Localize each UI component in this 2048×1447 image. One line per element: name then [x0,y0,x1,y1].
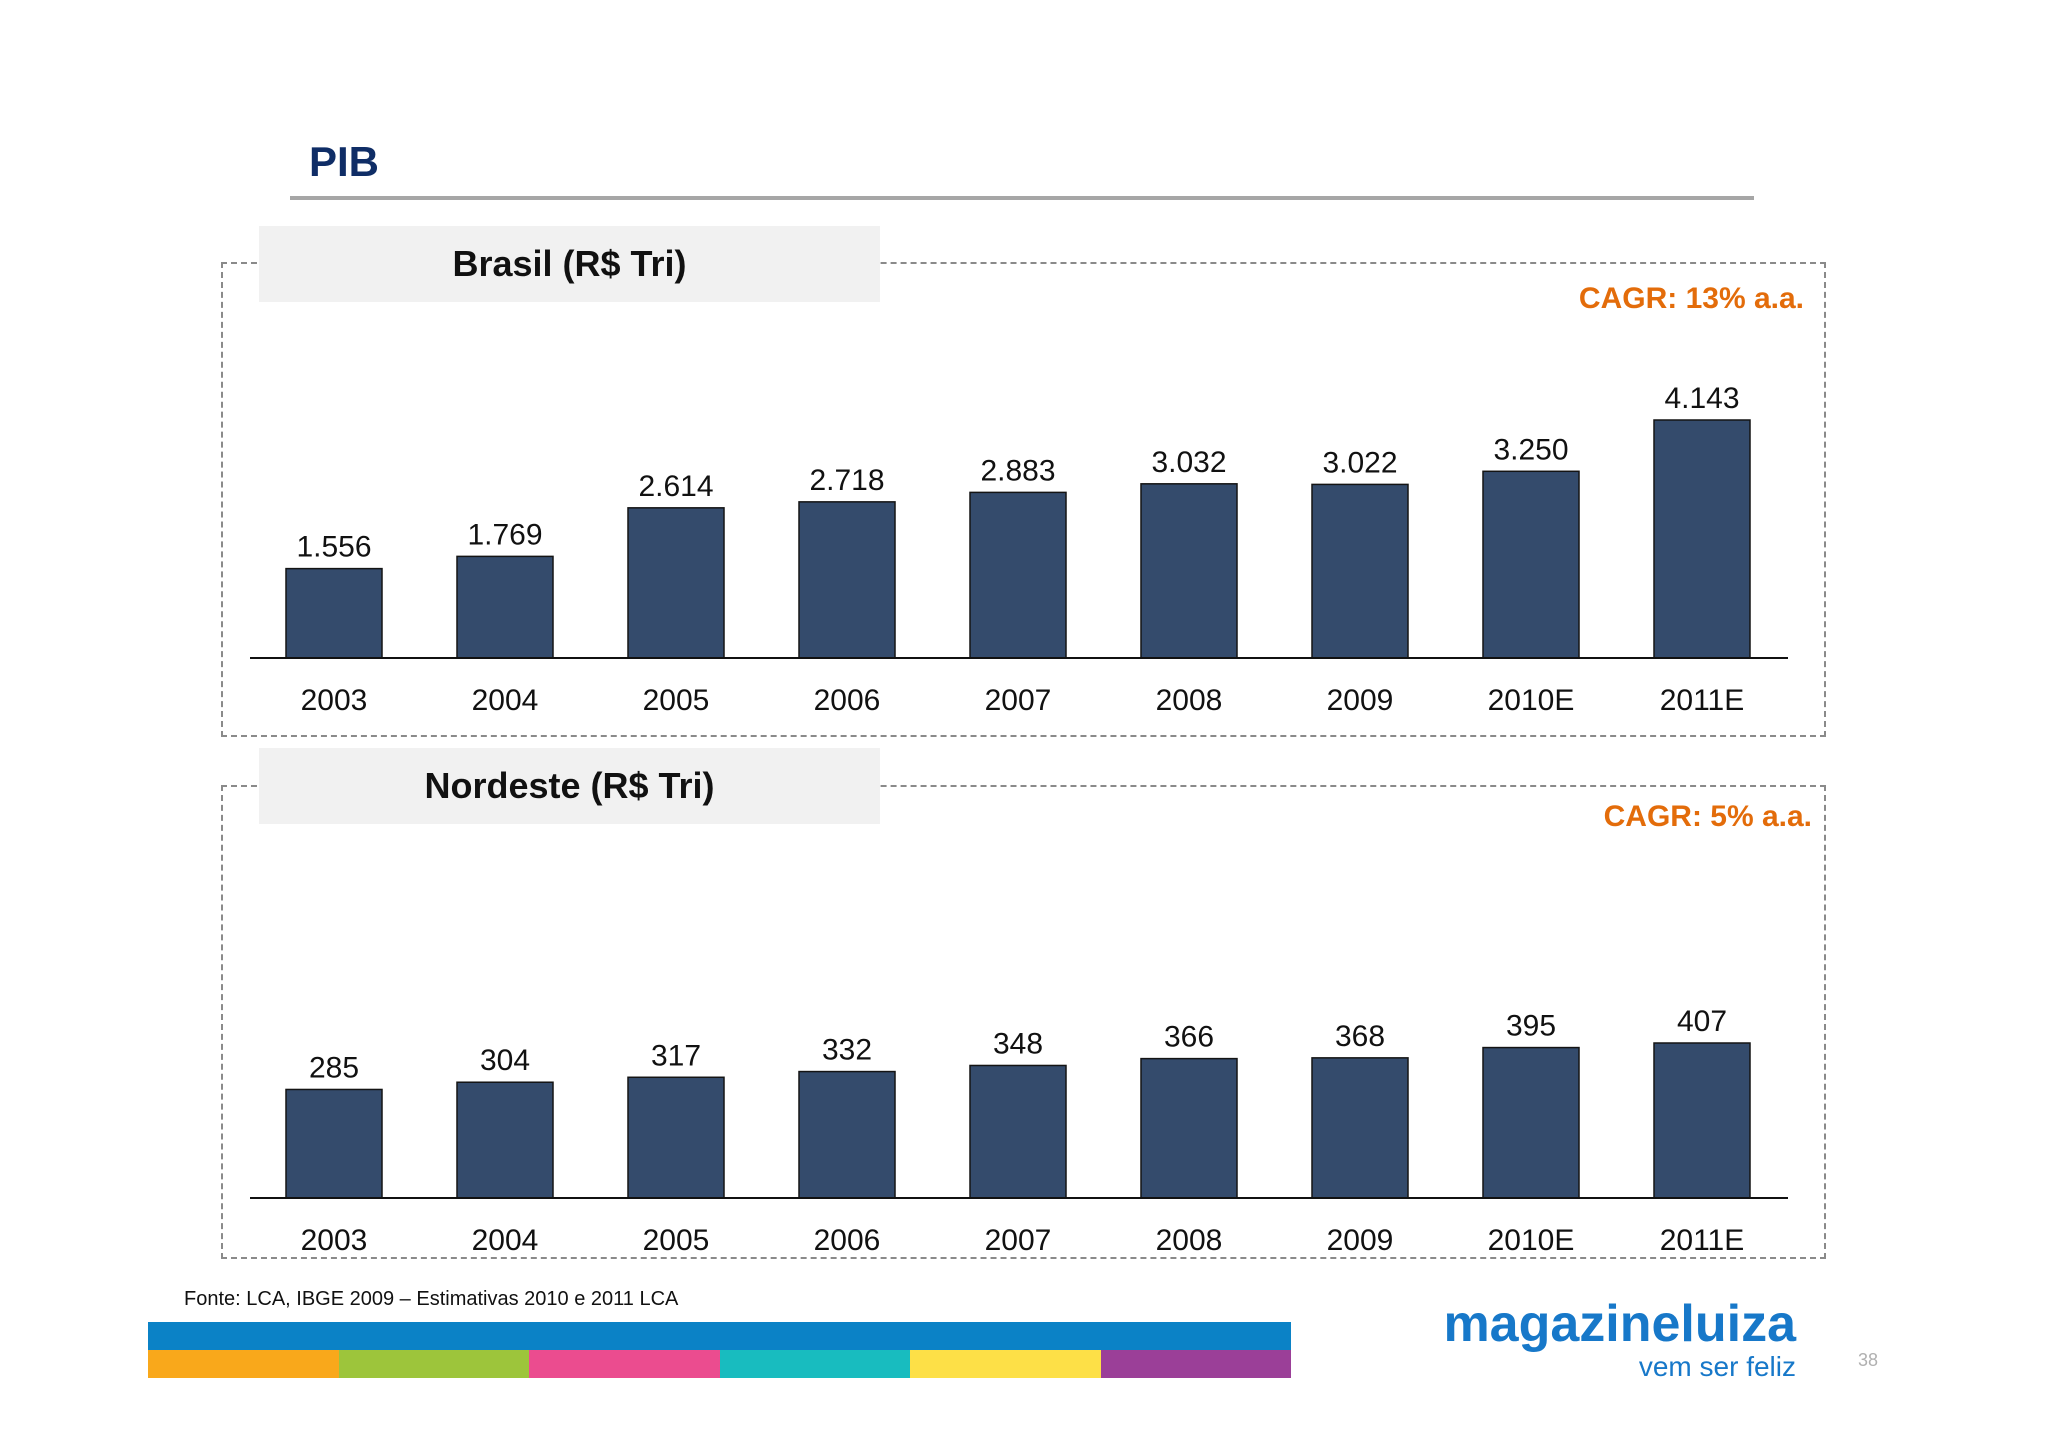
brasil-bar [456,555,554,659]
nordeste-x-tick-label: 2005 [643,1224,710,1257]
nordeste-bar [969,1064,1067,1199]
brasil-x-tick-label: 2004 [472,684,539,717]
logo-tagline: vem ser feliz [1638,1351,1796,1382]
nordeste-x-tick-label: 2009 [1327,1224,1394,1257]
brasil-bar [969,491,1067,659]
brasil-x-tick-label: 2006 [814,684,881,717]
nordeste-chart-title: Nordeste (R$ Tri) [259,748,880,824]
nordeste-chart-panel [221,785,1826,1259]
title-divider [290,196,1754,200]
brand-stripe-blue [148,1322,1291,1350]
stripe-segment [148,1350,339,1378]
nordeste-value-label: 395 [1506,1010,1556,1043]
brasil-bar [627,507,725,659]
brasil-chart-title: Brasil (R$ Tri) [259,226,880,302]
stripe-segment [1100,1350,1291,1378]
stripe-segment [529,1350,720,1378]
stripe-segment [719,1350,910,1378]
brasil-bar [1653,419,1751,659]
brasil-value-label: 2.718 [809,464,884,497]
source-note: Fonte: LCA, IBGE 2009 – Estimativas 2010… [184,1288,679,1310]
nordeste-x-tick-label: 2006 [814,1224,881,1257]
brand-stripe-colors [148,1350,1291,1378]
brasil-value-label: 3.250 [1493,433,1568,466]
brasil-value-label: 2.883 [980,454,1055,487]
nordeste-x-tick-label: 2004 [472,1224,539,1257]
nordeste-x-tick-label: 2010E [1488,1224,1575,1257]
brasil-value-label: 1.556 [296,531,371,564]
brasil-x-tick-label: 2003 [301,684,368,717]
brasil-bar [798,501,896,659]
nordeste-x-tick-label: 2011E [1660,1224,1745,1257]
brasil-bar [1311,483,1409,659]
nordeste-value-label: 317 [651,1039,701,1072]
nordeste-value-label: 348 [993,1027,1043,1060]
brasil-cagr-annotation: CAGR: 13% a.a. [1578,282,1804,315]
brasil-x-tick-label: 2005 [643,684,710,717]
brasil-value-label: 1.769 [467,518,542,551]
nordeste-x-tick-label: 2003 [301,1224,368,1257]
nordeste-bar [798,1070,896,1199]
nordeste-value-label: 332 [822,1034,872,1067]
nordeste-bar [1653,1042,1751,1199]
stripe-segment [910,1350,1101,1378]
nordeste-bar [1140,1057,1238,1199]
page-title: PIB [309,138,380,185]
nordeste-value-label: 407 [1677,1005,1727,1038]
nordeste-x-tick-label: 2007 [985,1224,1052,1257]
nordeste-value-label: 368 [1335,1020,1385,1053]
nordeste-bar [456,1081,554,1199]
nordeste-x-tick-label: 2008 [1156,1224,1223,1257]
brasil-value-label: 3.032 [1151,446,1226,479]
brasil-value-label: 3.022 [1322,446,1397,479]
brasil-x-tick-label: 2007 [985,684,1052,717]
brasil-chart-panel [221,262,1826,737]
brasil-bar [1482,470,1580,659]
nordeste-bar [627,1076,725,1199]
magazineluiza-logo: magazineluiza vem ser feliz [1390,1296,1796,1382]
nordeste-value-label: 304 [480,1044,530,1077]
stripe-segment [338,1350,529,1378]
nordeste-value-label: 366 [1164,1021,1214,1054]
nordeste-bar [285,1088,383,1199]
nordeste-bar [1482,1046,1580,1199]
brasil-bar [285,567,383,659]
brasil-value-label: 2.614 [638,470,713,503]
brasil-bar [1140,483,1238,659]
logo-wordmark: magazineluiza [1443,1295,1796,1353]
brasil-value-label: 4.143 [1664,382,1739,415]
nordeste-bar [1311,1057,1409,1199]
brasil-x-tick-label: 2009 [1327,684,1394,717]
page-number: 38 [1858,1350,1879,1370]
brasil-x-tick-label: 2011E [1660,684,1745,717]
brasil-x-tick-label: 2010E [1488,684,1575,717]
brasil-x-tick-label: 2008 [1156,684,1223,717]
nordeste-cagr-annotation: CAGR: 5% a.a. [1603,800,1812,833]
nordeste-value-label: 285 [309,1051,359,1084]
